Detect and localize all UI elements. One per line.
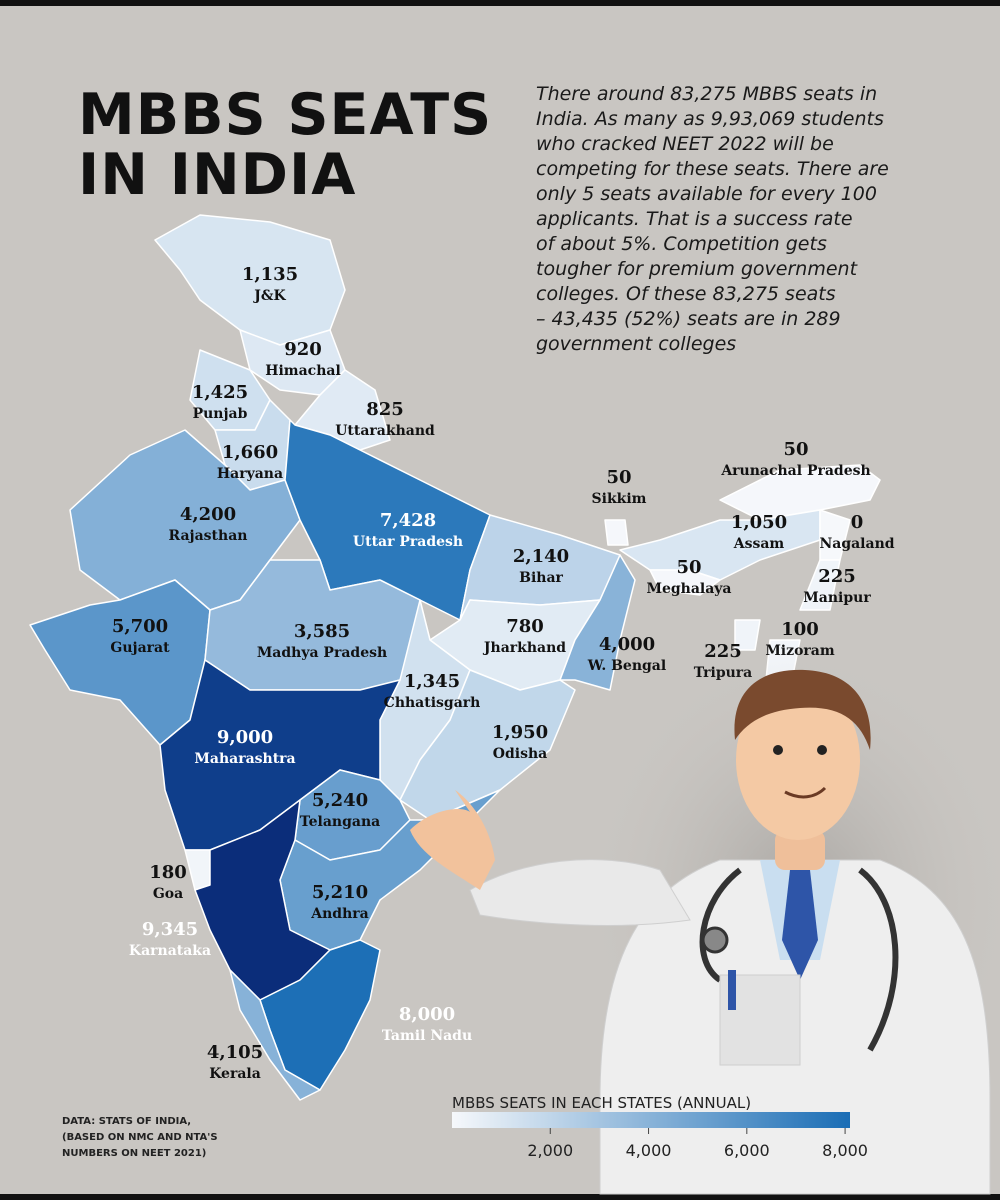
state-value: 780	[506, 616, 544, 637]
colorbar: MBBS SEATS IN EACH STATES (ANNUAL) 2,000 4…	[452, 1094, 868, 1160]
state-name: Jharkhand	[482, 640, 566, 656]
description-line: There around 83,275 MBBS seats in	[536, 83, 877, 105]
bottom-border	[0, 1194, 1000, 1200]
title-line: IN INDIA	[78, 142, 356, 208]
state-value: 920	[284, 339, 322, 360]
state-value: 4,000	[599, 634, 655, 655]
state-value: 1,135	[242, 264, 298, 285]
description-line: who cracked NEET 2022 will be	[536, 133, 834, 155]
state-name: Manipur	[803, 590, 871, 606]
description-line: India. As many as 9,93,069 students	[536, 108, 884, 130]
state-name: Telangana	[300, 814, 380, 830]
state-name: Uttarakhand	[335, 423, 435, 439]
map	[29, 214, 881, 1101]
state-value: 1,660	[222, 442, 278, 463]
state-name: Karnataka	[129, 943, 211, 959]
colorbar-tick-label: 4,000	[626, 1141, 672, 1160]
state-name: Uttar Pradesh	[353, 534, 463, 550]
state-value: 180	[149, 862, 187, 883]
colorbar-bar	[452, 1112, 850, 1128]
state-name: Assam	[733, 536, 785, 552]
state-region	[604, 519, 629, 546]
state-value: 9,345	[142, 919, 198, 940]
source: DATA: STATS OF INDIA, (BASED ON NMC AND N…	[62, 1116, 218, 1159]
colorbar-tick-label: 8,000	[822, 1141, 868, 1160]
state-name: Bihar	[519, 570, 563, 586]
state-region	[229, 969, 321, 1101]
description-line: – 43,435 (52%) seats are in 289	[536, 308, 841, 330]
state-value: 5,240	[312, 790, 368, 811]
source-line: (BASED ON NMC AND NTA'S	[62, 1132, 218, 1143]
map-labels: 1,135 J&K 920 Himachal 1,425 Punjab 825 Uttarak…	[110, 264, 894, 1082]
description-line: tougher for premium government	[536, 258, 859, 280]
state-name: W. Bengal	[587, 658, 666, 674]
state-value: 8,000	[399, 1004, 455, 1025]
state-value: 50	[676, 557, 701, 578]
state-value: 4,200	[180, 504, 236, 525]
top-border	[0, 0, 1000, 6]
state-name: Chhatisgarh	[384, 695, 481, 711]
description-line: colleges. Of these 83,275 seats	[536, 283, 836, 305]
state-value: 4,105	[207, 1042, 263, 1063]
state-region	[799, 559, 841, 611]
state-name: Punjab	[193, 406, 248, 422]
source-line: NUMBERS ON NEET 2021)	[62, 1148, 206, 1159]
description-line: of about 5%. Competition gets	[536, 233, 827, 255]
state-name: Meghalaya	[646, 581, 731, 597]
state-value: 0	[851, 512, 864, 533]
state-value: 5,700	[112, 616, 168, 637]
state-name: Himachal	[265, 363, 341, 379]
state-value: 1,950	[492, 722, 548, 743]
colorbar-tick-label: 6,000	[724, 1141, 770, 1160]
state-name: Kerala	[209, 1066, 261, 1082]
state-region	[559, 554, 636, 691]
colorbar-tick-label: 2,000	[527, 1141, 573, 1160]
state-value: 1,425	[192, 382, 248, 403]
state-name: Haryana	[217, 466, 283, 482]
state-value: 825	[366, 399, 404, 420]
state-name: Goa	[153, 886, 183, 902]
description-line: competing for these seats. There are	[536, 158, 889, 180]
state-value: 5,210	[312, 882, 368, 903]
state-name: Maharashtra	[194, 751, 295, 767]
description-line: only 5 seats available for every 100	[536, 183, 877, 205]
state-name: Arunachal Pradesh	[720, 463, 870, 479]
state-value: 7,428	[380, 510, 436, 531]
state-name: Rajasthan	[169, 528, 248, 544]
state-value: 3,585	[294, 621, 350, 642]
state-name: J&K	[252, 288, 286, 304]
state-name: Andhra	[310, 906, 368, 922]
description-line: applicants. That is a success rate	[536, 208, 853, 230]
state-name: Tamil Nadu	[382, 1028, 472, 1044]
description-line: government colleges	[536, 333, 736, 355]
description: There around 83,275 MBBS seats in India. …	[536, 83, 889, 355]
state-name: Nagaland	[819, 536, 894, 552]
state-name: Madhya Pradesh	[257, 645, 387, 661]
state-name: Gujarat	[110, 640, 170, 656]
title-line: MBBS SEATS	[78, 82, 492, 148]
state-value: 9,000	[217, 727, 273, 748]
state-value: 1,345	[404, 671, 460, 692]
state-name: Sikkim	[592, 491, 647, 507]
state-value: 2,140	[513, 546, 569, 567]
state-value: 225	[818, 566, 856, 587]
state-value: 100	[781, 619, 819, 640]
state-value: 50	[783, 439, 808, 460]
colorbar-title: MBBS SEATS IN EACH STATES (ANNUAL)	[452, 1094, 751, 1112]
source-line: DATA: STATS OF INDIA,	[62, 1116, 191, 1127]
state-value: 50	[606, 467, 631, 488]
state-value: 1,050	[731, 512, 787, 533]
state-name: Odisha	[493, 746, 547, 762]
doctor-illustration	[410, 640, 1000, 1195]
state-region	[649, 569, 721, 596]
